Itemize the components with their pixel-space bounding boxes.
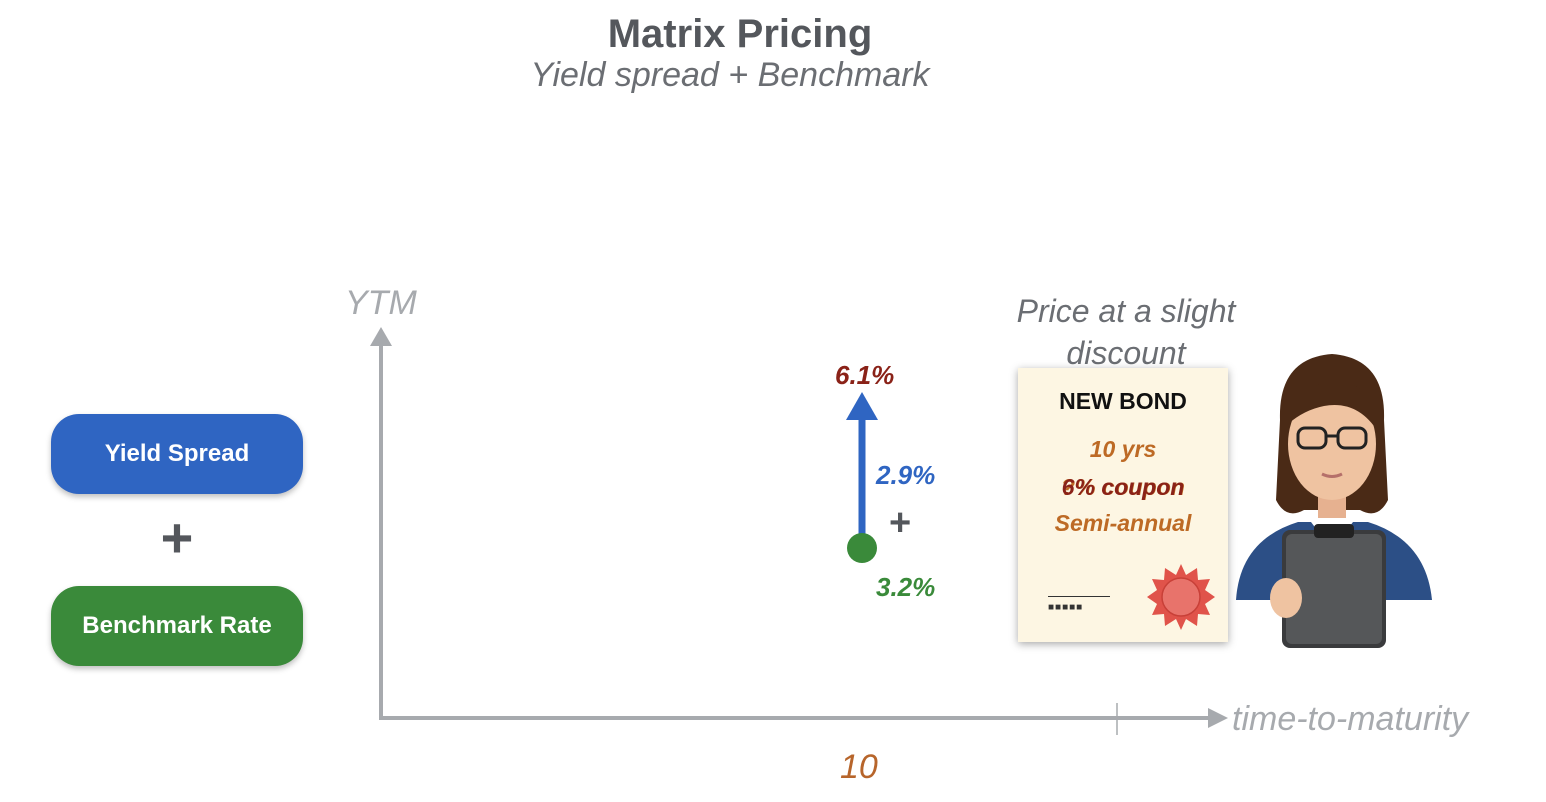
- price-note-line1: Price at a slight: [1016, 293, 1236, 329]
- y-axis-arrowhead: [370, 327, 392, 346]
- x-axis-arrowhead: [1208, 708, 1228, 728]
- plus-sign: +: [160, 506, 194, 569]
- page-title: Matrix Pricing: [607, 12, 873, 56]
- signature-mark: ■■■■■: [1048, 602, 1084, 613]
- certificate-maturity: 10 yrs: [1089, 436, 1157, 462]
- total-yield-label: 6.1%: [835, 360, 895, 390]
- certificate-seal-icon: [1147, 564, 1215, 630]
- certificate-frequency: Semi-annual: [1054, 510, 1192, 536]
- x-axis-label: time-to-maturity: [1232, 700, 1469, 738]
- analyst-with-clipboard-icon: [1236, 354, 1432, 648]
- plus-sign-small: +: [889, 502, 912, 544]
- benchmark-rate-pill: Benchmark Rate: [51, 586, 303, 666]
- price-note-line2: discount: [1066, 335, 1186, 371]
- certificate-coupon-underlay: ?% coupon: [1061, 474, 1185, 500]
- price-note: Price at a slight discount: [990, 290, 1262, 374]
- certificate-coupon: 6% coupon: [1061, 474, 1185, 500]
- bond-certificate: NEW BOND 10 yrs ?% coupon 6% coupon Semi…: [1018, 368, 1228, 642]
- yield-spread-pill: Yield Spread: [51, 414, 303, 494]
- page-subtitle: Yield spread + Benchmark: [530, 56, 930, 94]
- signature-line: [1048, 596, 1110, 597]
- y-axis-label: YTM: [345, 284, 417, 322]
- benchmark-rate-value: 3.2%: [876, 572, 936, 602]
- spread-arrow-head: [846, 392, 878, 420]
- benchmark-point: [847, 533, 877, 563]
- x-tick-label: 10: [840, 748, 878, 786]
- certificate-title: NEW BOND: [1059, 388, 1187, 414]
- yield-spread-value: 2.9%: [876, 460, 936, 490]
